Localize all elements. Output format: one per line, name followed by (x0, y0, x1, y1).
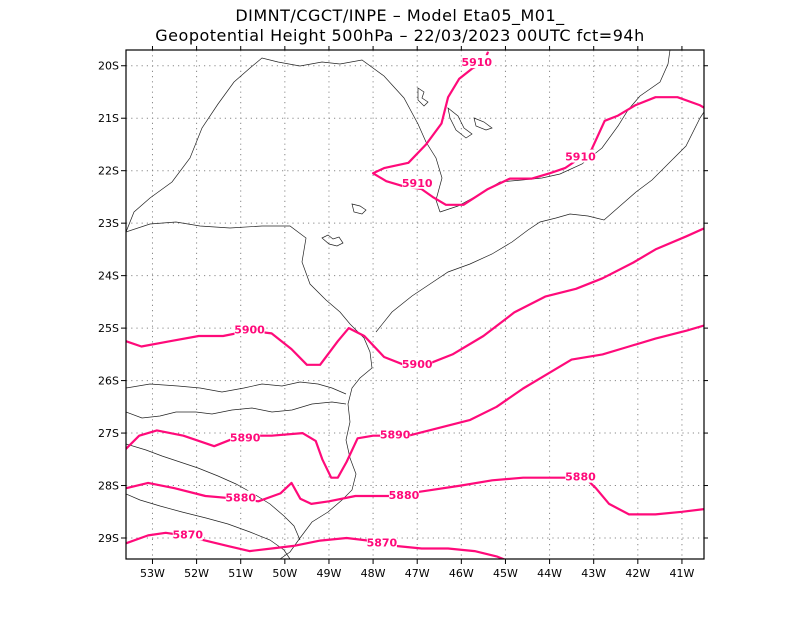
chart-title-line-1: DIMNT/CGCT/INPE – Model Eta05_M01_ (235, 6, 565, 25)
y-tick-label: 21S (98, 112, 119, 125)
x-tick-label: 53W (140, 567, 165, 580)
y-tick-label: 27S (98, 427, 119, 440)
x-tick-label: 51W (228, 567, 253, 580)
contour-label-bg (380, 427, 411, 441)
x-tick-label: 48W (361, 567, 386, 580)
contour-line-5910 (372, 51, 704, 206)
chart-title-line-2: Geopotential Height 500hPa – 22/03/2023 … (155, 26, 645, 45)
map-boundary (126, 57, 443, 233)
x-tick-label: 47W (405, 567, 430, 580)
contour-label-5900: 5900 (234, 324, 265, 337)
x-tick-label: 52W (184, 567, 209, 580)
contour-label-5870: 5870 (172, 528, 203, 541)
x-tick-label: 49W (317, 567, 342, 580)
contour-label-bg (230, 430, 261, 444)
y-tick-label: 29S (98, 532, 119, 545)
map-boundary (126, 381, 347, 395)
map-boundary (279, 329, 373, 559)
contour-line-5890 (126, 324, 704, 479)
lake (351, 203, 367, 215)
lake (321, 234, 344, 247)
grid-lines (126, 50, 704, 559)
plot-frame (125, 49, 705, 560)
x-tick-label: 44W (537, 567, 562, 580)
axes: 53W 52W 51W 50W 49W 48W 47W 46W 45W 44W 43W 42W 41W 2… (98, 46, 708, 580)
y-tick-label: 22S (98, 165, 119, 178)
lake (417, 87, 429, 107)
contour-label-bg (402, 175, 433, 189)
coastline-and-borders (126, 50, 704, 559)
map-boundary (126, 493, 291, 559)
x-tick-label: 50W (272, 567, 297, 580)
x-tick-label: 43W (581, 567, 606, 580)
y-tick-label: 23S (98, 217, 119, 230)
contour-label-bg (565, 149, 596, 163)
contour-label-bg (225, 490, 256, 504)
contour-label-bg (402, 356, 433, 370)
y-tick-label: 26S (98, 375, 119, 388)
contour-label-bg (565, 469, 596, 483)
contour-label-5880: 5880 (389, 489, 420, 502)
map-boundary (126, 401, 347, 419)
lake (473, 117, 493, 131)
map-boundary (439, 50, 671, 213)
y-tick-label: 24S (98, 270, 119, 283)
x-tick-label: 46W (449, 567, 474, 580)
contour-label-5890: 5890 (230, 431, 261, 444)
x-tick-label: 42W (625, 567, 650, 580)
contour-label-bg (388, 488, 419, 502)
y-tick-label: 25S (98, 322, 119, 335)
contour-label-5900: 5900 (402, 358, 433, 371)
y-tick-label: 28S (98, 480, 119, 493)
y-tick-label: 20S (98, 60, 119, 73)
x-tick-label: 41W (670, 567, 695, 580)
contour-label-5910: 5910 (565, 151, 596, 164)
contour-label-bg (366, 535, 397, 549)
contour-label-bg (172, 527, 203, 541)
contour-label-bg (234, 322, 265, 336)
lake (447, 107, 473, 139)
x-tick-label: 45W (493, 567, 518, 580)
map-boundary (126, 443, 301, 541)
contour-line-5900 (126, 227, 704, 366)
map-boundary (126, 221, 357, 331)
contour-lines (126, 51, 704, 559)
contour-label-5910: 5910 (461, 56, 492, 69)
contour-label-5880: 5880 (565, 471, 596, 484)
contour-label-5890: 5890 (380, 429, 411, 442)
contour-label-5870: 5870 (367, 536, 398, 549)
contour-label-5880: 5880 (225, 492, 256, 505)
contour-label-bg (461, 55, 492, 69)
contour-labels: 5910 5910 5910 5900 5900 5890 5890 5880 5880 5880… (172, 55, 596, 549)
contour-label-5910: 5910 (402, 177, 433, 190)
map-boundary (375, 111, 704, 333)
